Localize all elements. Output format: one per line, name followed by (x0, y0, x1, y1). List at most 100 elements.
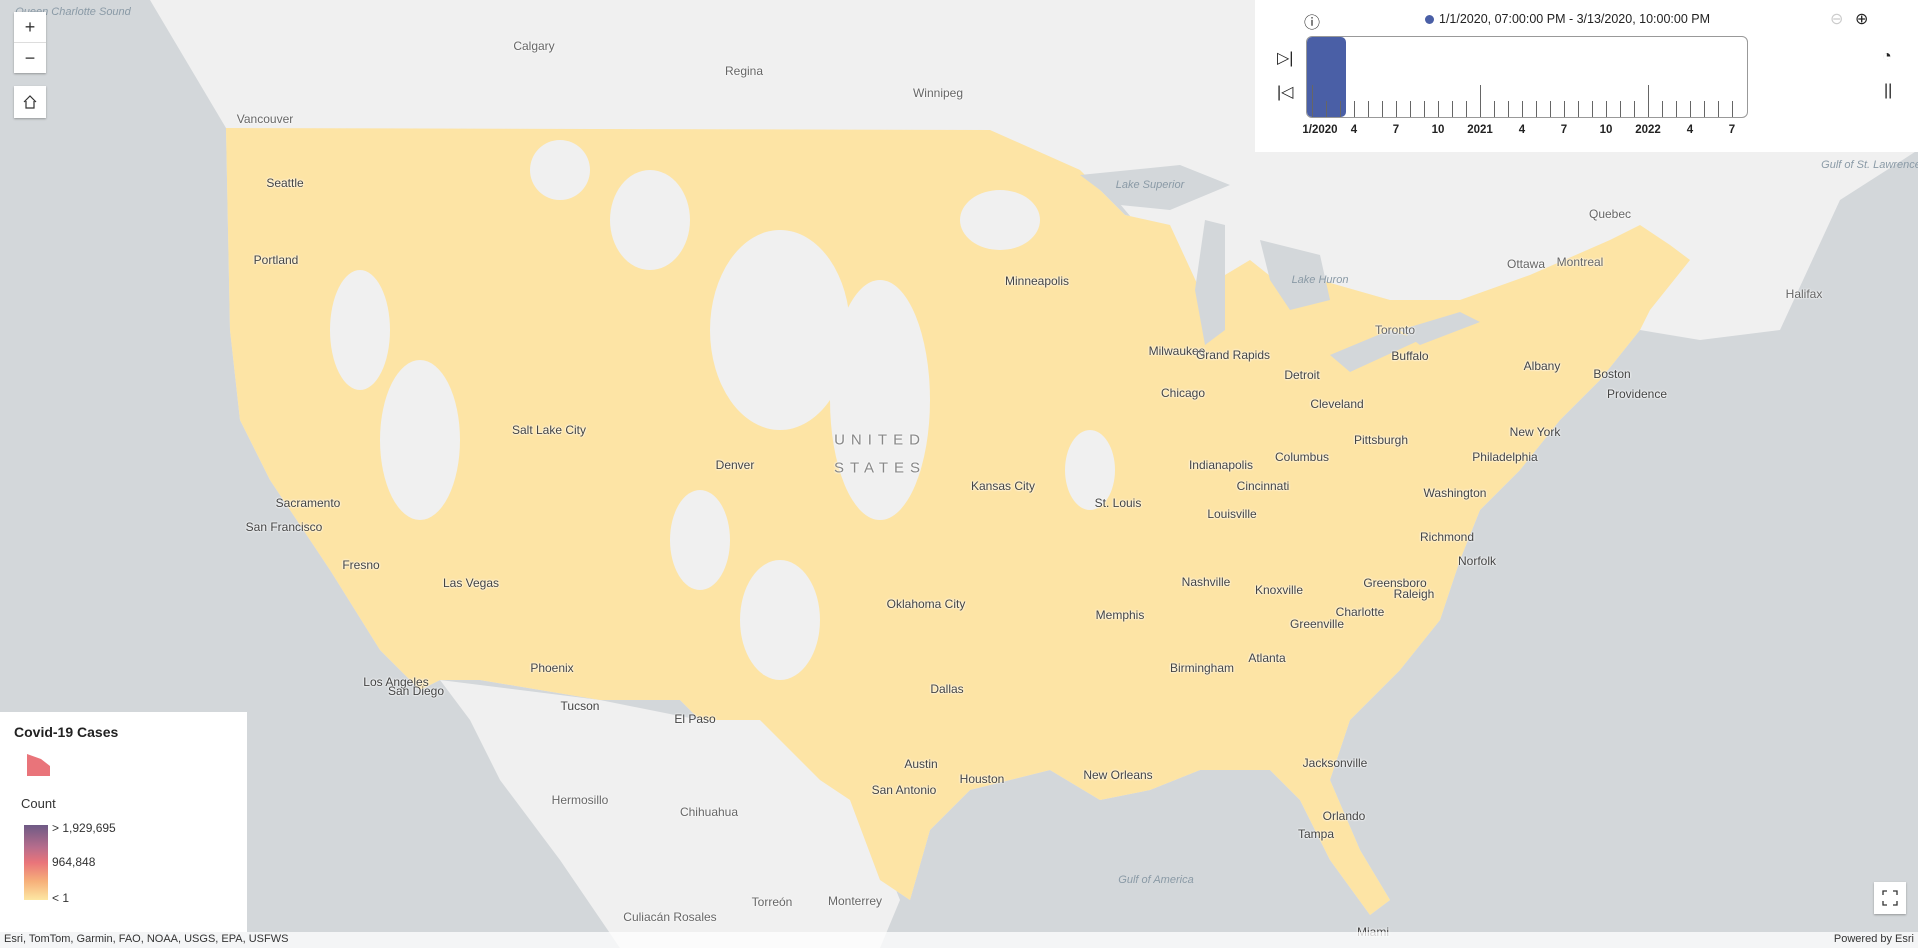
legend-min-label: < 1 (52, 891, 70, 905)
map-label: Lake Superior (1115, 179, 1185, 191)
info-icon[interactable]: ⓘ (1304, 15, 1321, 32)
time-tick (1382, 101, 1383, 117)
time-tick (1326, 101, 1327, 117)
map-label: Jacksonville (1302, 756, 1368, 770)
home-button[interactable] (14, 86, 46, 118)
map-label: New Orleans (1083, 768, 1153, 782)
map-label: St. Louis (1094, 496, 1142, 510)
time-tick (1732, 101, 1733, 117)
map-label: Regina (724, 64, 764, 78)
legend-layer-title: Covid-19 Cases (14, 724, 119, 740)
map-label: Quebec (1588, 207, 1632, 221)
powered-by[interactable]: Powered by Esri (1833, 933, 1914, 945)
time-tick (1718, 101, 1719, 117)
attribution-sources[interactable]: Esri, TomTom, Garmin, FAO, NOAA, USGS, E… (4, 933, 289, 945)
time-tick (1508, 101, 1509, 117)
map-label: Houston (959, 772, 1005, 786)
map-label: STATES (833, 459, 927, 477)
time-tick (1690, 101, 1691, 117)
zoom-out-button[interactable]: − (14, 42, 46, 73)
map-label: Phoenix (530, 661, 574, 675)
time-tick-label: 7 (1728, 124, 1736, 136)
time-tick (1648, 85, 1649, 117)
time-tick (1312, 85, 1313, 117)
map-label: Montreal (1556, 255, 1604, 269)
fullscreen-button[interactable] (1874, 882, 1906, 914)
map-label: New York (1509, 425, 1561, 439)
legend: Covid-19 Cases Count > 1,929,695 964,848… (0, 712, 247, 932)
map-label: Hermosillo (551, 793, 609, 807)
time-tick (1522, 101, 1523, 117)
map-label: Halifax (1785, 287, 1823, 301)
map-label: Norfolk (1457, 554, 1497, 568)
map-label: San Antonio (871, 783, 937, 797)
time-tick (1704, 101, 1705, 117)
map-label: UNITED (834, 431, 926, 449)
time-tick-label: 4 (1350, 124, 1358, 136)
previous-icon[interactable]: |◁ (1277, 84, 1294, 101)
map-label: Milwaukee (1148, 344, 1206, 358)
time-tick (1550, 101, 1551, 117)
time-tick (1424, 101, 1425, 117)
map-label: Los Angeles (363, 675, 429, 689)
map-label: Grand Rapids (1195, 348, 1271, 362)
layer-symbol-icon (27, 754, 50, 776)
map-label: Washington (1423, 486, 1487, 500)
legend-mid-label: 964,848 (52, 855, 96, 869)
time-tick (1452, 101, 1453, 117)
map-label: Birmingham (1169, 661, 1235, 675)
next-icon[interactable]: ▷| (1277, 50, 1294, 67)
map-label: Monterrey (827, 894, 883, 908)
time-tick-label: 4 (1518, 124, 1526, 136)
map-label: Chicago (1160, 386, 1206, 400)
map-label: Seattle (266, 176, 304, 190)
fullscreen-icon (1882, 890, 1898, 906)
map-label: Albany (1523, 359, 1561, 373)
map-label: Atlanta (1248, 651, 1286, 665)
map-label: Fresno (342, 558, 380, 572)
pause-icon[interactable]: || (1884, 82, 1893, 99)
time-slider: ⓘ 1/1/2020, 07:00:00 PM - 3/13/2020, 10:… (1255, 0, 1918, 152)
time-tick (1396, 101, 1397, 117)
time-tick (1634, 101, 1635, 117)
map-label: Vancouver (236, 112, 294, 126)
map-label: Kansas City (970, 479, 1036, 493)
time-tick (1676, 101, 1677, 117)
map-label: Greenville (1289, 617, 1345, 631)
time-tick (1592, 101, 1593, 117)
time-tick (1662, 101, 1663, 117)
time-tick-label: 10 (1431, 124, 1445, 136)
map-label: Buffalo (1391, 349, 1429, 363)
speed-gauge-icon[interactable]: ◔ (1882, 48, 1892, 65)
time-tick (1480, 85, 1481, 117)
map-label: Calgary (513, 39, 555, 53)
no-data-areas (330, 140, 1115, 680)
map-label: San Diego (387, 684, 445, 698)
zoom-controls: + − (14, 12, 46, 73)
map-label: Portland (253, 253, 299, 267)
map-label: Gulf of St. Lawrence (1821, 159, 1918, 171)
zoom-in-time-icon[interactable]: ⊕ (1855, 11, 1869, 28)
time-tick (1620, 101, 1621, 117)
time-tick-label: 10 (1599, 124, 1613, 136)
map-label: Toronto (1374, 323, 1416, 337)
map-label: Raleigh (1393, 587, 1435, 601)
time-tick (1494, 101, 1495, 117)
time-tick (1410, 101, 1411, 117)
map-label: Tucson (560, 699, 600, 713)
time-tick (1466, 101, 1467, 117)
time-tick (1606, 101, 1607, 117)
map-label: Indianapolis (1188, 458, 1254, 472)
time-slider-track[interactable] (1306, 36, 1748, 118)
map-label: Winnipeg (912, 86, 964, 100)
map-label: Knoxville (1254, 583, 1304, 597)
time-tick-label: 7 (1560, 124, 1568, 136)
map-label: Louisville (1207, 507, 1257, 521)
map-label: Ottawa (1506, 257, 1546, 271)
zoom-out-time-icon[interactable]: ⊖ (1830, 11, 1844, 28)
map-label: Detroit (1284, 368, 1320, 382)
map-label: Chihuahua (679, 805, 739, 819)
time-tick (1368, 101, 1369, 117)
map-label: Nashville (1181, 575, 1231, 589)
zoom-in-button[interactable]: + (24, 16, 36, 37)
